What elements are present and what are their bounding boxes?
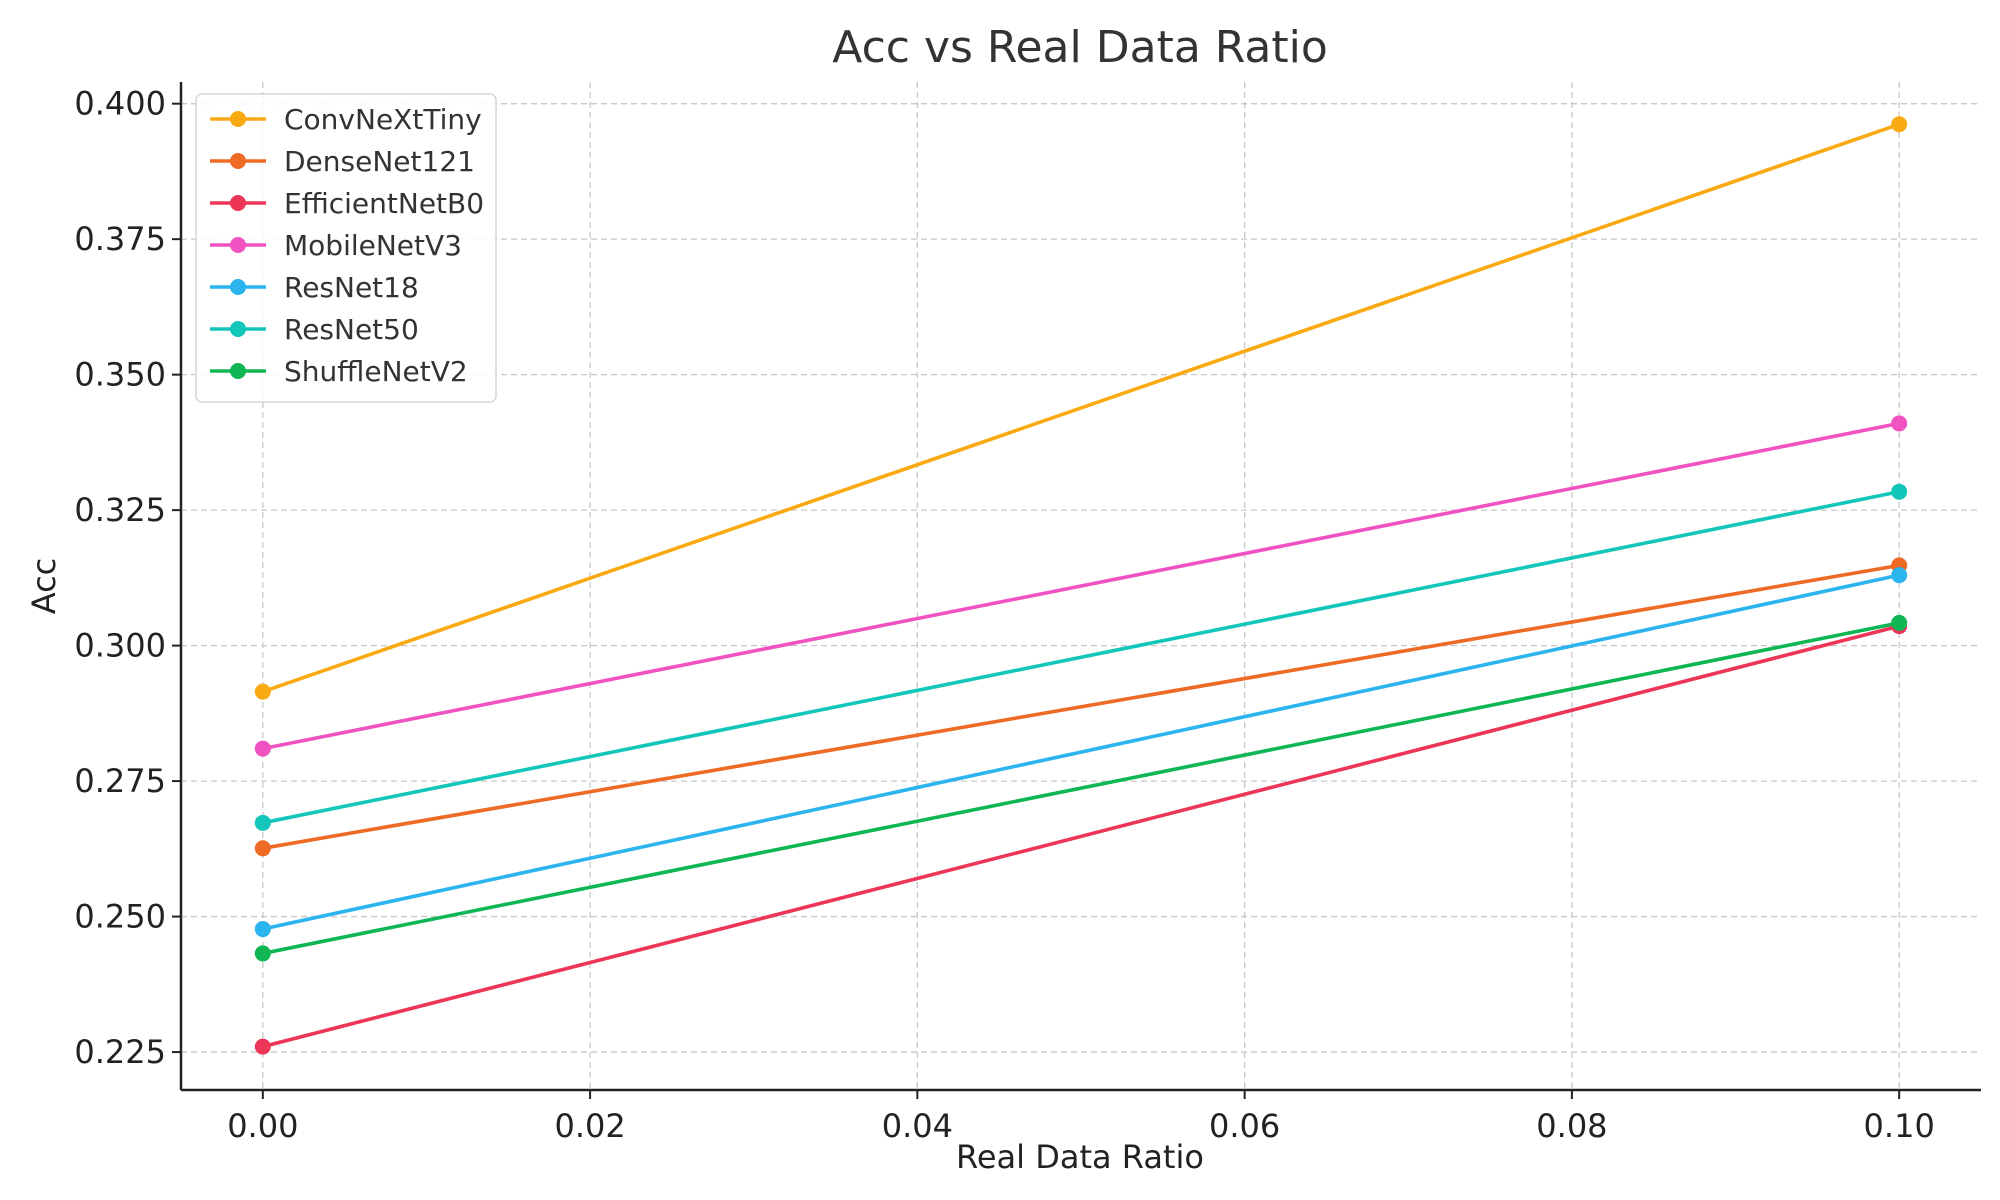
- legend-swatch-marker: [230, 237, 246, 253]
- legend-label: ShuffleNetV2: [284, 355, 468, 388]
- data-point: [254, 921, 271, 938]
- legend-label: DenseNet121: [284, 145, 475, 178]
- legend-item: EfficientNetB0: [210, 187, 484, 220]
- series-shufflenetv2: [254, 614, 1908, 962]
- x-tick-label: 0.02: [554, 1107, 625, 1145]
- data-point: [254, 814, 271, 831]
- series-line: [261, 421, 1901, 751]
- y-tick-label: 0.350: [74, 356, 166, 394]
- series-line: [261, 573, 1901, 931]
- data-point: [254, 683, 271, 700]
- legend-swatch-marker: [230, 195, 246, 211]
- y-axis-label: Acc: [25, 558, 63, 615]
- legend-item: ShuffleNetV2: [210, 355, 468, 388]
- data-point: [254, 840, 271, 857]
- legend-item: ConvNeXtTiny: [210, 103, 482, 136]
- y-tick-label: 0.375: [74, 220, 166, 258]
- data-point: [254, 740, 271, 757]
- x-tick-label: 0.00: [227, 1107, 298, 1145]
- legend-swatch-marker: [230, 321, 246, 337]
- legend-item: ResNet18: [210, 271, 419, 304]
- x-tick-label: 0.08: [1536, 1107, 1607, 1145]
- data-point: [1891, 614, 1908, 631]
- series-resnet18: [254, 567, 1908, 938]
- legend-label: MobileNetV3: [284, 229, 462, 262]
- y-tick-label: 0.400: [74, 85, 166, 123]
- series-convnexttiny: [254, 116, 1908, 700]
- legend-label: ResNet18: [284, 271, 419, 304]
- series-line: [261, 621, 1901, 956]
- data-point: [254, 1038, 271, 1055]
- series-densenet121: [254, 557, 1908, 857]
- y-tick-label: 0.225: [74, 1033, 166, 1071]
- x-tick-label: 0.10: [1864, 1107, 1935, 1145]
- series-group: [254, 116, 1908, 1055]
- series-resnet50: [254, 483, 1908, 831]
- data-point: [1891, 415, 1908, 432]
- y-tick-label: 0.325: [74, 491, 166, 529]
- legend-swatch-marker: [230, 111, 246, 127]
- y-tick-label: 0.250: [74, 898, 166, 936]
- x-axis-label: Real Data Ratio: [956, 1138, 1204, 1176]
- series-line: [261, 489, 1901, 825]
- x-tick-label: 0.06: [1209, 1107, 1280, 1145]
- legend-swatch-marker: [230, 363, 246, 379]
- legend-item: ResNet50: [210, 313, 419, 346]
- series-line: [261, 122, 1901, 694]
- y-tick-label: 0.275: [74, 762, 166, 800]
- legend-label: ConvNeXtTiny: [284, 103, 482, 136]
- series-efficientnetb0: [254, 618, 1908, 1055]
- data-point: [254, 945, 271, 962]
- legend-item: MobileNetV3: [210, 229, 462, 262]
- x-tick-label: 0.04: [882, 1107, 953, 1145]
- axes: 0.00 0.02 0.04 0.06 0.08 0.10 0.225 0.250 0.275 0…: [74, 82, 1981, 1145]
- series-line: [261, 624, 1901, 1049]
- data-point: [1891, 116, 1908, 133]
- chart-title: Acc vs Real Data Ratio: [832, 22, 1328, 73]
- data-point: [1891, 483, 1908, 500]
- legend-swatch-marker: [230, 279, 246, 295]
- series-mobilenetv3: [254, 415, 1908, 757]
- series-line: [261, 563, 1901, 851]
- legend-frame: [195, 93, 497, 403]
- legend-item: DenseNet121: [210, 145, 475, 178]
- legend-label: EfficientNetB0: [284, 187, 484, 220]
- data-point: [1891, 567, 1908, 584]
- legend-swatch-marker: [230, 153, 246, 169]
- legend: ConvNeXtTiny DenseNet121 EfficientNetB0 Mob…: [195, 93, 497, 403]
- y-tick-label: 0.300: [74, 627, 166, 665]
- legend-label: ResNet50: [284, 313, 419, 346]
